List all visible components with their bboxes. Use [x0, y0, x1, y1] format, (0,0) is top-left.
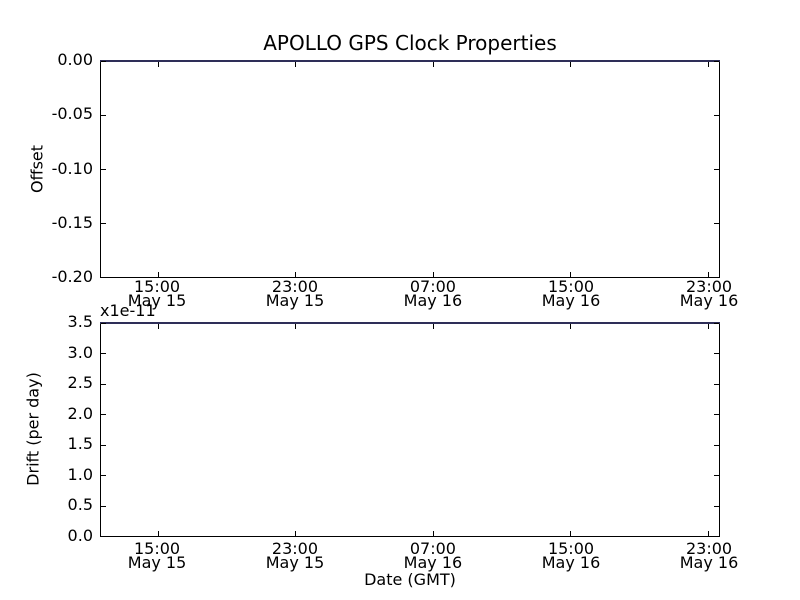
x-tick-mark	[708, 62, 710, 67]
x-tick-date: May 15	[127, 290, 187, 310]
x-tick-mark	[295, 531, 297, 536]
x-tick-time: 07:00	[409, 539, 456, 558]
x-tick-time: 15:00	[133, 277, 181, 296]
x-tick-date: May 16	[679, 290, 739, 310]
x-tick-mark	[432, 272, 434, 277]
x-tick-label: 07:00 May 16	[387, 277, 479, 310]
x-tick-mark	[157, 272, 159, 277]
x-tick-label: 23:00 May 16	[663, 539, 755, 572]
y-tick-label: -0.20	[51, 267, 93, 286]
y-tick-mark	[101, 353, 106, 355]
x-tick-date: May 15	[265, 552, 325, 572]
x-tick-label: 15:00 May 15	[111, 277, 203, 310]
x-tick-mark	[157, 62, 159, 67]
y-tick-label: 2.5	[67, 373, 93, 393]
x-tick-time: 15:00	[547, 539, 595, 558]
x-tick-time: 23:00	[685, 539, 733, 558]
y-axis-multiplier-text: x1e-11	[100, 301, 156, 320]
x-tick-label: 15:00 May 16	[525, 277, 617, 310]
offset-plot-area	[100, 60, 720, 278]
x-tick-date: May 15	[265, 290, 325, 310]
y-tick-label: 0.5	[67, 495, 93, 515]
y-tick-mark	[714, 536, 719, 537]
x-tick-mark	[432, 62, 434, 67]
x-tick-label: 07:00 May 16	[387, 539, 479, 572]
x-tick-time: 23:00	[685, 277, 733, 296]
y-tick-mark	[101, 61, 106, 62]
y-tick-label: 2.0	[67, 403, 93, 423]
y-tick-mark	[101, 277, 106, 278]
y-tick-label: 0.00	[57, 50, 93, 69]
x-tick-mark	[570, 272, 572, 277]
x-tick-time: 23:00	[271, 277, 319, 296]
y-tick-mark	[714, 115, 719, 116]
y-tick-label: 1.0	[67, 464, 93, 484]
x-tick-date: May 16	[403, 552, 463, 572]
y-tick-mark	[101, 536, 106, 537]
y-tick-mark	[714, 353, 719, 355]
y-tick-mark	[101, 223, 106, 224]
x-tick-time: 15:00	[547, 277, 595, 296]
y-tick-mark	[714, 223, 719, 224]
y-tick-mark	[714, 444, 719, 446]
y-tick-mark	[714, 61, 719, 62]
y-tick-label: 1.5	[67, 434, 93, 454]
x-tick-mark	[570, 324, 572, 329]
x-tick-mark	[295, 324, 297, 329]
y-tick-mark	[101, 505, 106, 507]
offset-series-line	[100, 60, 720, 62]
y-tick-label: 3.5	[67, 312, 93, 331]
x-tick-date: May 16	[403, 290, 463, 310]
y-tick-mark	[714, 383, 719, 385]
x-tick-mark	[432, 324, 434, 329]
x-tick-date: May 15	[127, 552, 187, 572]
y-tick-mark	[101, 323, 106, 324]
x-tick-mark	[295, 272, 297, 277]
y-tick-mark	[714, 323, 719, 324]
y-tick-mark	[101, 169, 106, 170]
x-tick-date: May 16	[541, 552, 601, 572]
x-tick-time: 07:00	[409, 277, 456, 296]
x-tick-mark	[432, 531, 434, 536]
x-tick-label: 23:00 May 15	[249, 539, 341, 572]
y-tick-mark	[714, 277, 719, 278]
y-tick-label: -0.05	[51, 104, 93, 124]
y-tick-label: -0.10	[51, 158, 93, 178]
x-tick-label: 15:00 May 15	[111, 539, 203, 572]
x-tick-time: 23:00	[271, 539, 319, 558]
x-tick-label: 15:00 May 16	[525, 539, 617, 572]
x-tick-mark	[570, 531, 572, 536]
y-tick-mark	[714, 169, 719, 170]
y-tick-mark	[101, 475, 106, 477]
x-tick-date: May 16	[679, 552, 739, 572]
y-tick-mark	[101, 115, 106, 116]
y-tick-mark	[101, 444, 106, 446]
y-tick-mark	[101, 383, 106, 385]
x-tick-date: May 16	[541, 290, 601, 310]
x-tick-mark	[708, 324, 710, 329]
y-tick-mark	[714, 475, 719, 477]
x-tick-mark	[570, 62, 572, 67]
x-tick-label: 23:00 May 15	[249, 277, 341, 310]
x-axis-label: Date (GMT)	[364, 570, 456, 589]
x-tick-mark	[157, 531, 159, 536]
y-tick-mark	[714, 414, 719, 416]
drift-series-line	[100, 322, 720, 324]
y-tick-mark	[101, 414, 106, 416]
x-tick-mark	[157, 324, 159, 329]
y-tick-mark	[714, 505, 719, 507]
x-tick-time: 15:00	[133, 539, 181, 558]
y-tick-label: 3.0	[67, 342, 93, 362]
y-tick-label: 0.0	[67, 526, 93, 545]
x-tick-mark	[295, 62, 297, 67]
drift-plot-area	[100, 322, 720, 537]
y-tick-label: -0.15	[51, 212, 93, 232]
x-tick-mark	[708, 531, 710, 536]
chart-title: APOLLO GPS Clock Properties	[263, 31, 557, 55]
x-tick-mark	[708, 272, 710, 277]
x-tick-label: 23:00 May 16	[663, 277, 755, 310]
